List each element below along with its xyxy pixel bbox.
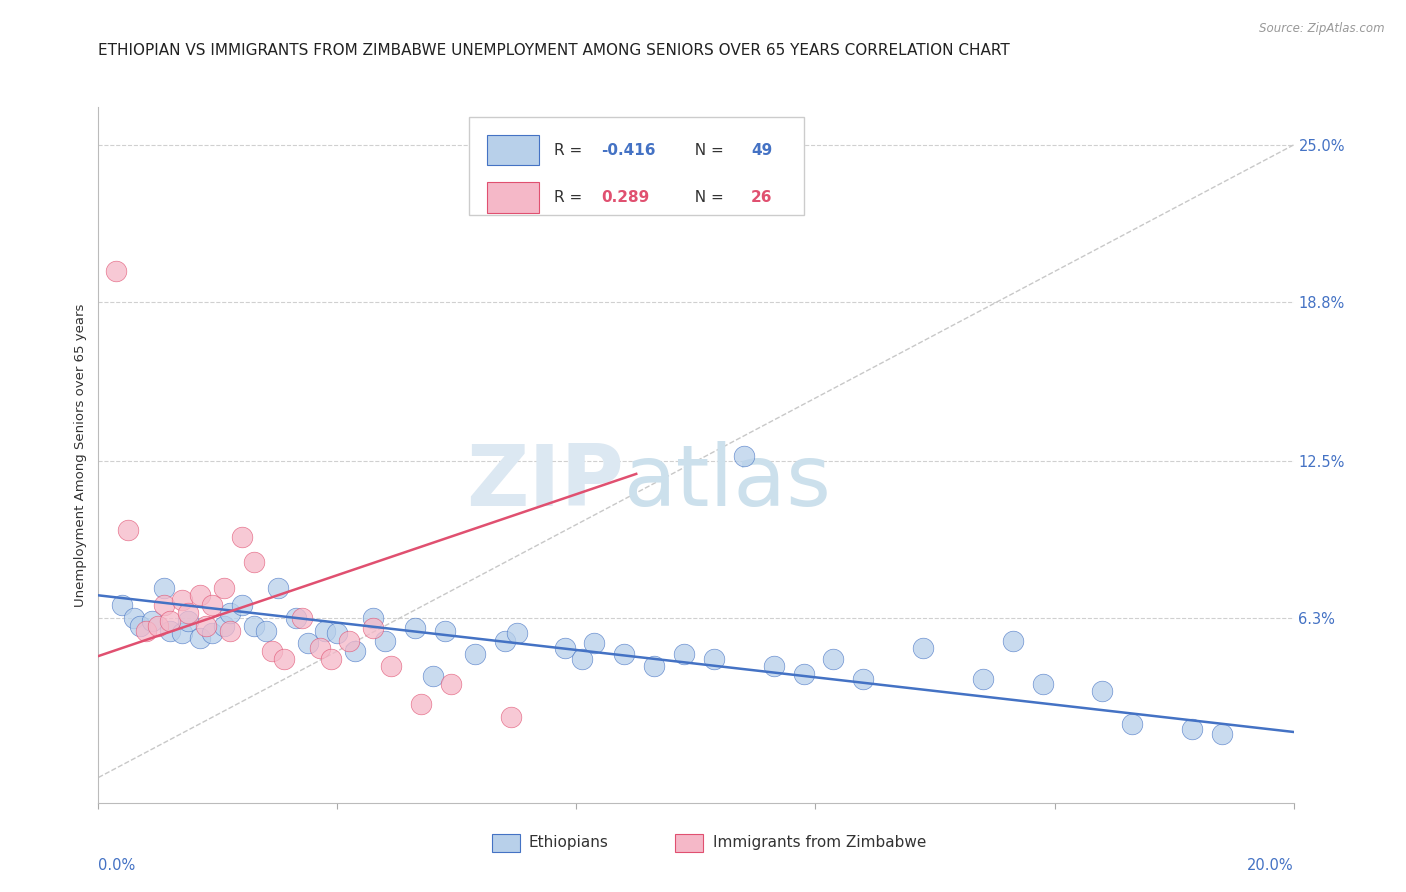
- Point: [159, 624, 181, 638]
- Text: R =: R =: [554, 190, 592, 205]
- Point: [411, 697, 433, 711]
- Text: 49: 49: [751, 143, 772, 158]
- Point: [464, 647, 486, 661]
- Text: -0.416: -0.416: [602, 143, 657, 158]
- Bar: [486, 182, 540, 213]
- Point: [363, 611, 385, 625]
- Point: [554, 641, 576, 656]
- Point: [434, 624, 457, 638]
- Point: [911, 641, 934, 656]
- Point: [177, 606, 200, 620]
- Text: Source: ZipAtlas.com: Source: ZipAtlas.com: [1260, 22, 1385, 36]
- Text: Ethiopians: Ethiopians: [529, 836, 609, 850]
- Point: [703, 651, 725, 665]
- Point: [159, 614, 181, 628]
- Bar: [486, 135, 540, 166]
- Point: [194, 618, 218, 632]
- Point: [188, 588, 211, 602]
- Text: N =: N =: [685, 190, 728, 205]
- Point: [219, 624, 242, 638]
- Point: [571, 651, 593, 665]
- Point: [762, 659, 785, 673]
- Point: [404, 621, 426, 635]
- Point: [321, 651, 343, 665]
- Point: [374, 633, 396, 648]
- Point: [643, 659, 665, 673]
- Point: [380, 659, 402, 673]
- Point: [506, 626, 529, 640]
- Point: [315, 624, 337, 638]
- Point: [135, 624, 157, 638]
- Point: [1091, 684, 1114, 698]
- Point: [793, 666, 815, 681]
- Text: 0.289: 0.289: [602, 190, 650, 205]
- Point: [129, 618, 152, 632]
- Point: [1001, 633, 1024, 648]
- Point: [422, 669, 444, 683]
- Text: N =: N =: [685, 143, 728, 158]
- Text: 0.0%: 0.0%: [98, 858, 135, 873]
- Point: [172, 626, 194, 640]
- Point: [243, 556, 266, 570]
- Point: [363, 621, 385, 635]
- Point: [852, 672, 875, 686]
- Point: [339, 633, 360, 648]
- Point: [823, 651, 845, 665]
- Point: [583, 636, 606, 650]
- Point: [733, 449, 755, 463]
- Point: [440, 677, 463, 691]
- FancyBboxPatch shape: [470, 118, 804, 215]
- Point: [344, 644, 367, 658]
- Point: [1121, 717, 1143, 731]
- Point: [172, 593, 194, 607]
- Point: [972, 672, 994, 686]
- Point: [308, 641, 330, 656]
- Point: [111, 599, 134, 613]
- Point: [201, 626, 224, 640]
- Point: [290, 611, 312, 625]
- Point: [212, 618, 235, 632]
- Point: [243, 618, 266, 632]
- Point: [613, 647, 636, 661]
- Point: [231, 599, 253, 613]
- Point: [231, 530, 253, 544]
- Point: [273, 651, 295, 665]
- Text: 20.0%: 20.0%: [1247, 858, 1294, 873]
- Point: [188, 632, 211, 646]
- Point: [219, 606, 242, 620]
- Point: [1211, 727, 1233, 741]
- Point: [494, 633, 516, 648]
- Point: [153, 599, 176, 613]
- Point: [177, 614, 200, 628]
- Text: ZIP: ZIP: [467, 442, 624, 524]
- Point: [153, 581, 176, 595]
- Point: [212, 581, 235, 595]
- Point: [1032, 677, 1054, 691]
- Point: [499, 710, 522, 724]
- Text: Immigrants from Zimbabwe: Immigrants from Zimbabwe: [713, 836, 927, 850]
- Point: [267, 581, 290, 595]
- Point: [260, 644, 283, 658]
- Text: 26: 26: [751, 190, 772, 205]
- Point: [1181, 723, 1204, 737]
- Text: R =: R =: [554, 143, 586, 158]
- Point: [141, 614, 163, 628]
- Text: atlas: atlas: [624, 442, 832, 524]
- Point: [297, 636, 319, 650]
- Point: [105, 264, 128, 278]
- Text: ETHIOPIAN VS IMMIGRANTS FROM ZIMBABWE UNEMPLOYMENT AMONG SENIORS OVER 65 YEARS C: ETHIOPIAN VS IMMIGRANTS FROM ZIMBABWE UN…: [98, 43, 1010, 58]
- Point: [673, 647, 696, 661]
- Point: [254, 624, 277, 638]
- Y-axis label: Unemployment Among Seniors over 65 years: Unemployment Among Seniors over 65 years: [75, 303, 87, 607]
- Point: [326, 626, 349, 640]
- Point: [117, 523, 139, 537]
- Point: [284, 611, 307, 625]
- Point: [201, 599, 224, 613]
- Point: [124, 611, 146, 625]
- Point: [148, 618, 170, 632]
